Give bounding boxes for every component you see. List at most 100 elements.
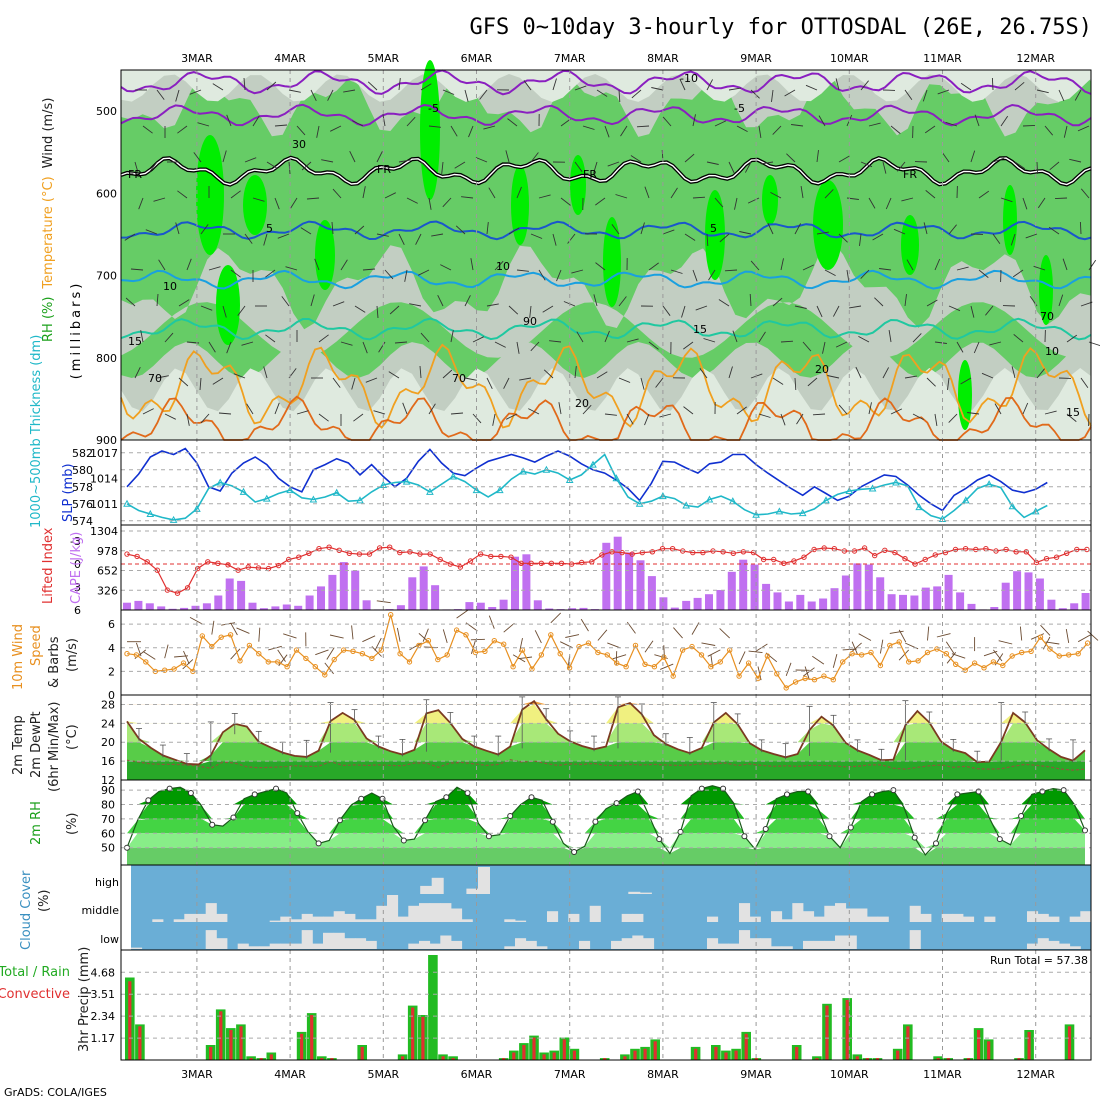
cape-bar — [340, 562, 348, 610]
cloud-block — [515, 921, 526, 922]
cloud-block — [323, 917, 334, 922]
isotherm-label: 20 — [575, 397, 589, 410]
wind-barb — [352, 625, 353, 639]
temp-tick-label: 20 — [101, 736, 115, 749]
wind-barb — [673, 628, 682, 639]
pressure-tick-label: 800 — [96, 352, 117, 365]
precip-convective-bar — [310, 1015, 313, 1060]
rh-moist-cell — [813, 180, 843, 270]
slp-ylabel: SLP (mb) — [61, 463, 76, 522]
wind-barb — [315, 650, 328, 655]
wind-ylabel: (m/s) — [65, 638, 80, 672]
cloud-block — [824, 941, 835, 949]
isotherm-label: FR — [377, 163, 391, 176]
cloud-block — [216, 938, 227, 949]
precip-convective-label: Convective — [0, 987, 70, 1002]
precip-convective-bar — [1028, 1032, 1031, 1060]
isotherm-label: FR — [583, 168, 597, 181]
wind-barb — [812, 656, 824, 664]
cloud-block — [248, 946, 259, 949]
cape-tick-label: 326 — [97, 584, 118, 597]
cape-bar — [910, 596, 918, 611]
cape-bar — [420, 566, 428, 610]
rh-point — [870, 792, 875, 797]
cloud-block — [643, 938, 654, 949]
precip-convective-bar — [694, 1049, 697, 1060]
cloud-block — [920, 914, 931, 922]
cape-bar — [477, 603, 485, 610]
cloud-block — [408, 906, 419, 922]
cloud-background — [131, 865, 1091, 950]
cloud-block — [366, 919, 377, 922]
cloud-block — [302, 930, 313, 949]
cape-bar — [888, 594, 896, 610]
precip-convective-bar — [795, 1047, 798, 1060]
cloud-block — [152, 919, 163, 922]
x-tick-label-top: 8MAR — [647, 52, 679, 65]
wind-barb — [560, 642, 573, 648]
cape-bar — [328, 575, 336, 610]
cloud-block — [440, 903, 451, 922]
wind-barb — [190, 617, 202, 624]
x-tick-label-bottom: 7MAR — [554, 1068, 586, 1081]
pressure-tick-label: 500 — [96, 105, 117, 118]
wind-barb — [1080, 222, 1081, 234]
precip-convective-bar — [270, 1054, 273, 1060]
cloud-block — [259, 946, 270, 949]
cloud-block — [291, 944, 302, 949]
cloud-block — [206, 903, 217, 922]
cape-bar — [705, 594, 713, 610]
wind-barb — [457, 610, 469, 618]
thickness-ylabel: 1000~500mb Thickness (dm) — [29, 335, 44, 528]
slp-tick-label: 1017 — [90, 447, 118, 460]
wind-barb — [739, 651, 745, 664]
slp-tick-label: 1011 — [90, 498, 118, 511]
cape-bar — [157, 606, 165, 610]
isotherm-label: 15 — [1066, 406, 1080, 419]
cape-tick-label: 652 — [97, 565, 118, 578]
precip-ylabel: 3hr Precip (mm) — [77, 947, 92, 1052]
wind-barb — [880, 640, 882, 654]
cloud-block — [910, 930, 921, 949]
precip-convective-bar — [906, 1026, 909, 1060]
pressure-unit-label: (millibars) — [69, 281, 84, 380]
rh-point — [934, 841, 939, 846]
wind-ylabel: 10m Wind — [11, 624, 26, 690]
precip-convective-bar — [896, 1051, 899, 1060]
rh-point — [380, 796, 385, 801]
wind-barb — [259, 628, 260, 642]
cloud-block — [504, 946, 515, 949]
cape-bar — [408, 577, 416, 610]
cape-bar — [534, 600, 542, 610]
rh-contour-label: 70 — [1040, 310, 1054, 323]
slp-tick-label: 1014 — [90, 472, 118, 485]
cloud-block — [131, 948, 142, 949]
wind-barb — [928, 627, 929, 641]
rh-point — [486, 834, 491, 839]
cloud-block — [707, 917, 718, 922]
isotherm-label: 10 — [496, 260, 510, 273]
isotherm-label: FR — [903, 168, 917, 181]
cloud-block — [366, 941, 377, 949]
cape-bar — [294, 606, 302, 610]
cape-bar — [363, 600, 371, 610]
precip-convective-bar — [633, 1051, 636, 1060]
cape-bar — [739, 560, 747, 610]
cloud-block — [355, 938, 366, 949]
li-tick-label: 6 — [74, 604, 81, 617]
rh-point — [146, 798, 151, 803]
cloud-block — [963, 917, 974, 922]
precip-convective-bar — [825, 1006, 828, 1060]
rh-point — [742, 834, 747, 839]
cape-tick-label: 978 — [97, 545, 118, 558]
cape-bar — [1025, 572, 1033, 610]
wind-barb — [212, 621, 214, 635]
wind-barb — [489, 616, 494, 629]
precip-convective-bar — [361, 1047, 364, 1060]
wind-barb — [1055, 198, 1067, 199]
cape-bar — [682, 601, 690, 610]
rh-point — [785, 792, 790, 797]
temp-band-fill — [127, 701, 1085, 704]
wind-speed-point — [1085, 641, 1089, 645]
wind-barb — [786, 663, 791, 676]
